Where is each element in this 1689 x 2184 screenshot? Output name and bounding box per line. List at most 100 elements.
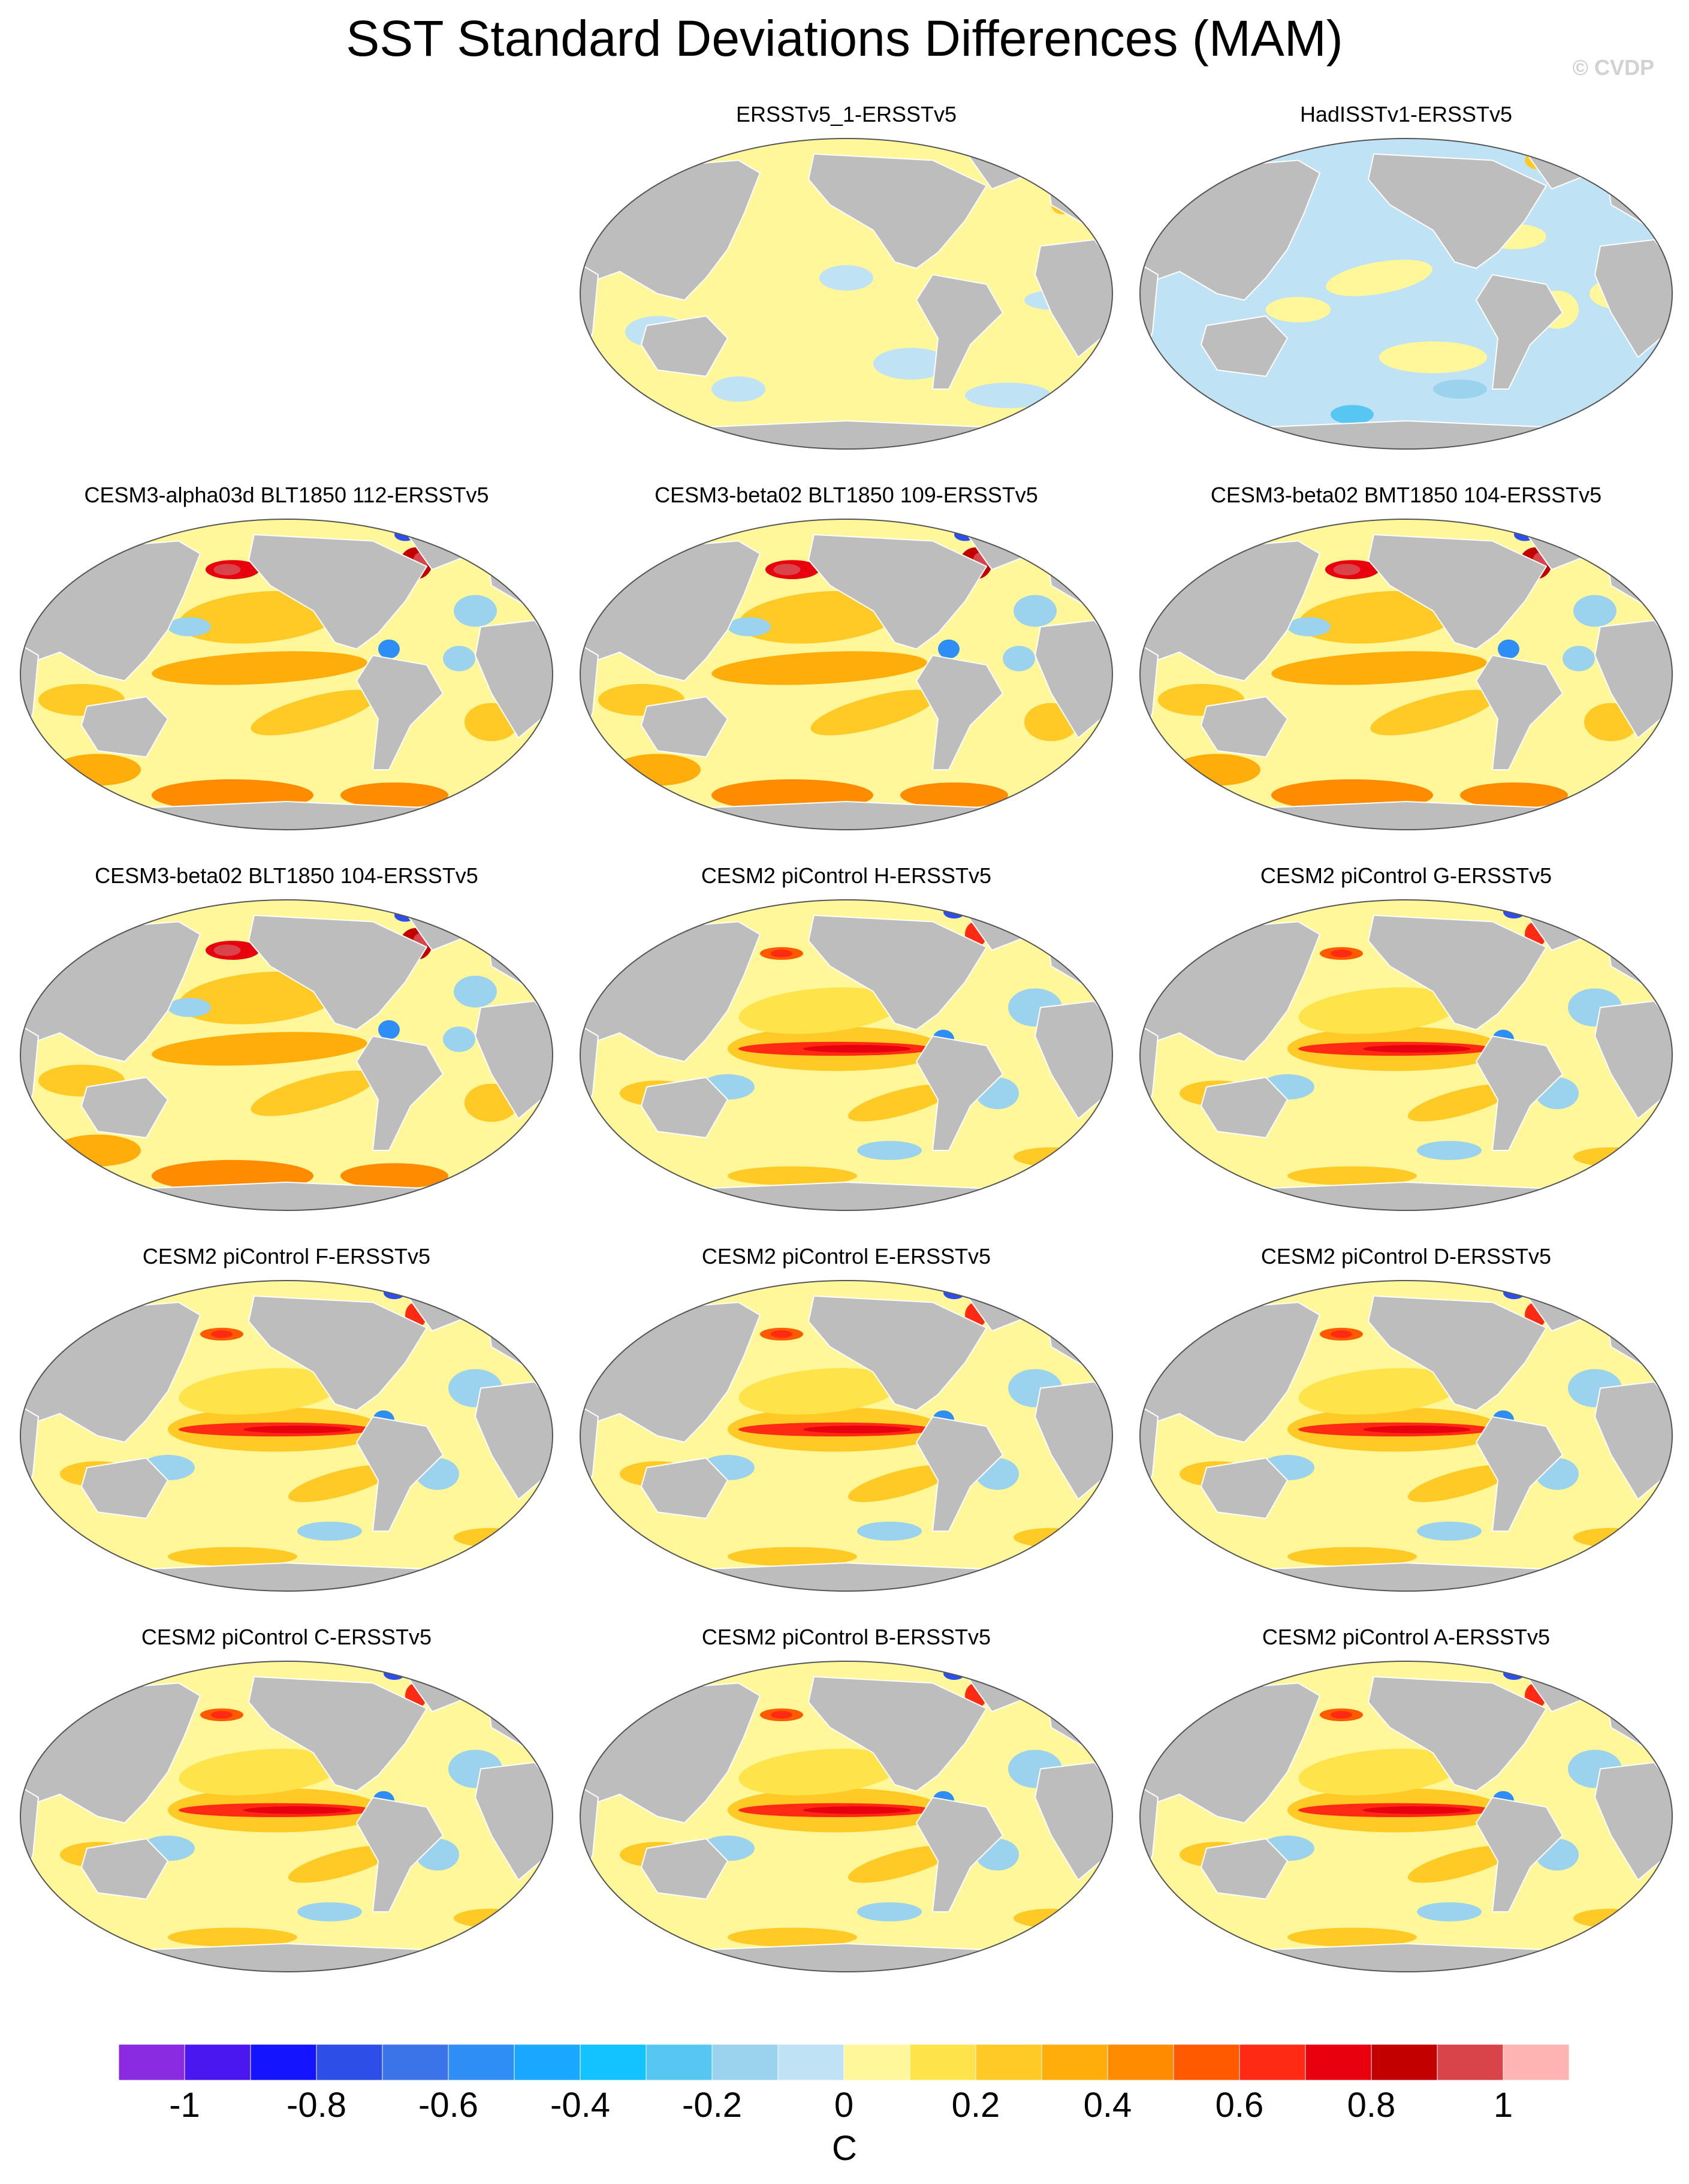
figure-title: SST Standard Deviations Differences (MAM… [346, 10, 1343, 67]
colorbar-tick-label: 0 [834, 2086, 854, 2125]
sst-anomaly-patch [44, 1288, 76, 1298]
panel-title: CESM2 piControl A-ERSSTv5 [1262, 1625, 1551, 1649]
map-outline [1139, 519, 1673, 830]
sst-anomaly-patch [1287, 1927, 1417, 1947]
land-northAmerica [1367, 1676, 1548, 1792]
colorbar-bin [514, 2044, 581, 2080]
map-panel: CESM2 piControl C-ERSSTv5 [17, 1625, 556, 1975]
sst-anomaly-patch [44, 907, 76, 917]
land-northAmerica [248, 534, 428, 650]
sst-anomaly-patch [1331, 950, 1352, 957]
sst-anomaly-patch [44, 1668, 76, 1679]
panel-title: ERSSTv5_1-ERSSTv5 [735, 102, 957, 126]
sst-anomaly-patch [728, 1927, 857, 1947]
sst-anomaly-patch [288, 1845, 393, 1883]
sst-anomaly-patch [614, 754, 701, 786]
land-africaEdge [580, 1403, 599, 1507]
sst-anomaly-patch [454, 1908, 529, 1928]
sst-anomaly-patch [857, 1902, 922, 1921]
sst-anomaly-patch [819, 265, 873, 291]
sst-anomaly-patch [771, 1330, 792, 1338]
land-antarctica [630, 800, 1063, 830]
sst-anomaly-patch [378, 1020, 400, 1040]
sst-anomaly-patch [938, 639, 960, 659]
land-northAmerica [807, 1295, 988, 1411]
land-australia [80, 1077, 169, 1138]
land-africaEdge [580, 1022, 599, 1126]
colorbar-bin [119, 2044, 185, 2080]
land-australia [640, 1838, 729, 1900]
sst-anomaly-patch [728, 617, 771, 637]
sst-anomaly-patch [1407, 1845, 1513, 1883]
colorbar-bin [382, 2044, 449, 2080]
colorbar-bin [1305, 2044, 1372, 2080]
sst-anomaly-patch [1503, 1286, 1525, 1300]
land-northAmerica [248, 1295, 428, 1411]
sst-anomaly-patch [213, 944, 241, 956]
world-map [580, 138, 1113, 450]
sst-anomaly-patch [738, 987, 900, 1034]
sst-anomaly-patch [152, 1032, 367, 1066]
land-africaEdge [580, 261, 599, 364]
colorbar-bin [646, 2044, 713, 2080]
land-australia [1200, 1457, 1289, 1519]
sst-anomaly-patch [55, 754, 141, 786]
sst-anomaly-patch [1266, 297, 1331, 323]
sst-anomaly-patch [288, 1465, 393, 1502]
land-australia [640, 315, 729, 377]
colorbar-tick-label: 0.6 [1215, 2086, 1264, 2125]
sst-anomaly-patch [454, 595, 497, 627]
map-panel: CESM2 piControl A-ERSSTv5 [1136, 1625, 1676, 1975]
sst-anomaly-patch [55, 1134, 141, 1167]
map-panel: CESM3-beta02 BMT1850 104-ERSSTv5 [1136, 483, 1676, 833]
land-africaEdge [20, 1022, 40, 1126]
sst-anomaly-patch [773, 564, 801, 576]
world-map [1139, 1280, 1673, 1592]
sst-anomaly-patch [211, 1711, 233, 1719]
map-panel: HadISSTv1-ERSSTv5 [1136, 102, 1676, 453]
land-antarctica [630, 1562, 1063, 1591]
land-northAmerica [1367, 914, 1548, 1031]
sst-anomaly-patch [711, 376, 765, 402]
panel-title: CESM2 piControl H-ERSSTv5 [701, 863, 992, 888]
copyright-watermark: © CVDP [1572, 55, 1654, 80]
sst-anomaly-patch [1287, 617, 1331, 637]
sst-anomaly-patch [1573, 1528, 1649, 1547]
world-map [20, 1280, 553, 1592]
land-africaEdge [20, 1784, 40, 1887]
map-outline [20, 519, 553, 830]
colorbar-bin [316, 2044, 383, 2080]
world-map [20, 519, 553, 830]
sst-anomaly-patch [847, 1084, 953, 1122]
sst-anomaly-patch [1174, 754, 1260, 786]
colorbar-bin [1041, 2044, 1108, 2080]
sst-anomaly-patch [1003, 646, 1035, 671]
panel-title: CESM2 piControl C-ERSSTv5 [141, 1625, 432, 1649]
sst-anomaly-patch [1014, 1147, 1089, 1167]
sst-anomaly-patch [943, 1667, 965, 1680]
sst-anomaly-patch [604, 1668, 636, 1679]
land-southAmerica [1475, 1797, 1564, 1912]
world-map [580, 899, 1113, 1211]
panel-title: CESM3-beta02 BLT1850 104-ERSSTv5 [95, 863, 478, 888]
land-northAmerica [1367, 1295, 1548, 1411]
sst-anomaly-patch [152, 651, 367, 685]
colorbar-tick-label: -0.2 [682, 2086, 742, 2125]
sst-anomaly-patch [1163, 1668, 1196, 1679]
sst-anomaly-patch [1363, 1426, 1471, 1433]
sst-anomaly-patch [384, 1286, 405, 1300]
land-northAmerica [807, 1676, 988, 1792]
land-southAmerica [915, 274, 1004, 390]
map-outline [580, 138, 1113, 450]
colorbar-bin [909, 2044, 976, 2080]
sst-anomaly-patch [384, 1667, 405, 1680]
sst-anomaly-patch [1498, 639, 1519, 659]
sst-anomaly-patch [847, 1465, 953, 1502]
colorbar-bin [975, 2044, 1042, 2080]
colorbar-tick-label: 0.4 [1083, 2086, 1132, 2125]
sst-anomaly-patch [378, 639, 400, 659]
map-panel: CESM3-beta02 BLT1850 109-ERSSTv5 [577, 483, 1116, 833]
world-map [580, 1280, 1113, 1592]
sst-anomaly-patch [1563, 646, 1595, 671]
land-northAmerica [248, 1676, 428, 1792]
